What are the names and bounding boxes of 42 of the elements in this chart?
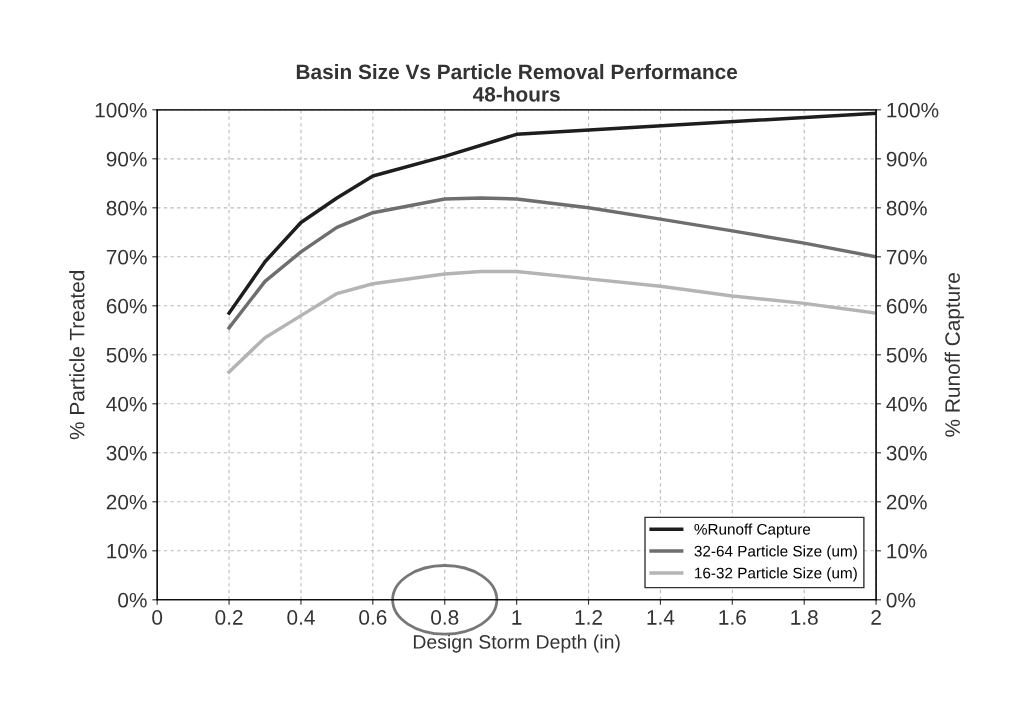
y2-tick-label: 0% bbox=[886, 592, 916, 608]
x-tick-label: 0.2 bbox=[215, 610, 243, 625]
x-tick-label: 1.6 bbox=[719, 610, 746, 625]
y-tick-label: 30% bbox=[106, 445, 147, 461]
y-tick-label: 100% bbox=[95, 102, 147, 118]
x-axis-title: Design Storm Depth (in) bbox=[413, 634, 620, 653]
y2-tick-label: 50% bbox=[886, 347, 927, 363]
y-tick-label: 70% bbox=[106, 249, 147, 265]
y-tick-label: 20% bbox=[106, 494, 147, 510]
x-tick-label: 2 bbox=[871, 610, 881, 625]
y2-tick-label: 10% bbox=[887, 543, 927, 559]
y-axis-title: % Particle Treated bbox=[69, 271, 85, 440]
chart-title: Basin Size Vs Particle Removal Performance 48-hours bbox=[296, 63, 738, 102]
y-tick-label: 80% bbox=[106, 200, 147, 216]
x-tick-label: 1.2 bbox=[575, 610, 602, 625]
line-series bbox=[227, 196, 877, 330]
y2-tick-label: 40% bbox=[886, 396, 927, 412]
y-tick-label: 60% bbox=[106, 298, 147, 314]
y2-tick-label: 70% bbox=[886, 249, 927, 265]
x-tick-label: 0.6 bbox=[359, 610, 387, 625]
legend-label: 32-64 Particle Size (um) bbox=[694, 545, 857, 560]
x-tick-label: 1.4 bbox=[647, 610, 675, 625]
x-tick-label: 0 bbox=[152, 610, 163, 625]
x-tick-label: 0.8 bbox=[431, 610, 459, 625]
x-tick-label: 1 bbox=[512, 610, 522, 625]
y-tick-label: 50% bbox=[106, 347, 147, 363]
y-tick-label: 40% bbox=[106, 396, 147, 412]
legend-label: %Runoff Capture bbox=[694, 523, 811, 538]
x-tick-label: 1.8 bbox=[791, 610, 818, 625]
x-tick-label: 0.4 bbox=[287, 610, 315, 625]
y-tick-label: 90% bbox=[106, 151, 147, 167]
y-tick-label: 10% bbox=[107, 543, 147, 559]
y2-tick-label: 100% bbox=[887, 102, 939, 118]
legend-label: 16-32 Particle Size (um) bbox=[695, 567, 857, 582]
y-tick-label: 0% bbox=[118, 592, 147, 608]
y2-axis-title: % Runoff Capture bbox=[944, 273, 965, 437]
y2-tick-label: 20% bbox=[886, 494, 927, 510]
y2-tick-label: 90% bbox=[886, 151, 927, 167]
line-series bbox=[227, 111, 877, 315]
y2-tick-label: 60% bbox=[886, 298, 927, 314]
y2-tick-label: 80% bbox=[886, 200, 927, 216]
y2-tick-label: 30% bbox=[886, 445, 927, 461]
